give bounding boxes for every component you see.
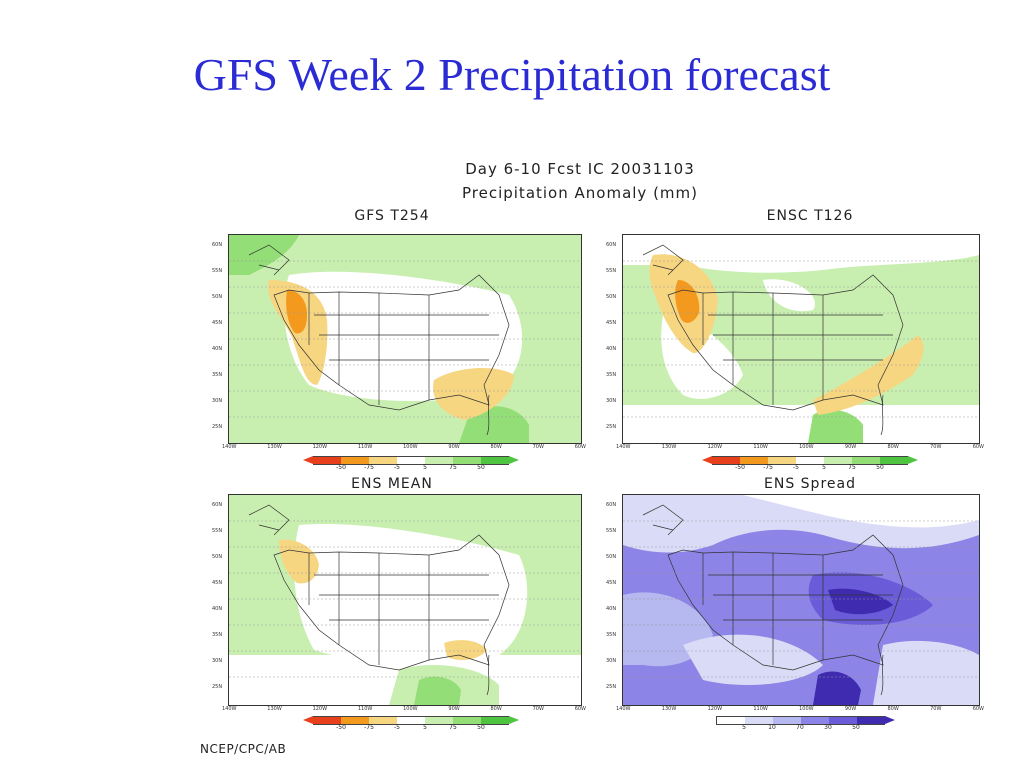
panel-title-ensspread: ENS Spread <box>764 476 856 492</box>
lat-labels-ensspread: 60N 55N 50N 45N 40N 35N 30N 25N <box>606 502 617 690</box>
panel-title-ensc: ENSC T126 <box>766 208 854 224</box>
legend-ensspread <box>716 716 895 725</box>
map-panel-ensc <box>622 234 980 444</box>
figure-header-line1: Day 6-10 Fcst IC 20031103 <box>465 160 695 178</box>
map-panel-gfs <box>228 234 582 444</box>
slide-title: GFS Week 2 Precipitation forecast <box>193 49 831 100</box>
legend-gfs <box>303 456 519 465</box>
legend-ensmean <box>303 716 519 725</box>
lon-labels-ensmean: 140W 130W 120W 110W 100W 90W 80W 70W 60W <box>222 706 586 712</box>
lon-labels-ensspread: 140W 130W 120W 110W 100W 90W 80W 70W 60W <box>616 706 984 712</box>
lat-labels-ensc: 60N 55N 50N 45N 40N 35N 30N 25N <box>606 242 617 430</box>
map-panel-ensspread <box>622 494 980 706</box>
lon-labels-ensc: 140W 130W 120W 110W 100W 90W 80W 70W 60W <box>616 444 984 450</box>
credit-label: NCEP/CPC/AB <box>200 742 287 756</box>
lon-labels-gfs: 140W 130W 120W 110W 100W 90W 80W 70W 60W <box>222 444 586 450</box>
figure-header-line2: Precipitation Anomaly (mm) <box>461 184 698 202</box>
legend-ensc <box>702 456 918 465</box>
panel-title-ensmean: ENS MEAN <box>351 476 433 492</box>
lat-labels-gfs: 60N 55N 50N 45N 40N 35N 30N 25N <box>212 242 223 430</box>
map-panel-ensmean <box>228 494 582 706</box>
lat-labels-ensmean: 60N 55N 50N 45N 40N 35N 30N 25N <box>212 502 223 690</box>
panel-title-gfs: GFS T254 <box>354 208 430 224</box>
